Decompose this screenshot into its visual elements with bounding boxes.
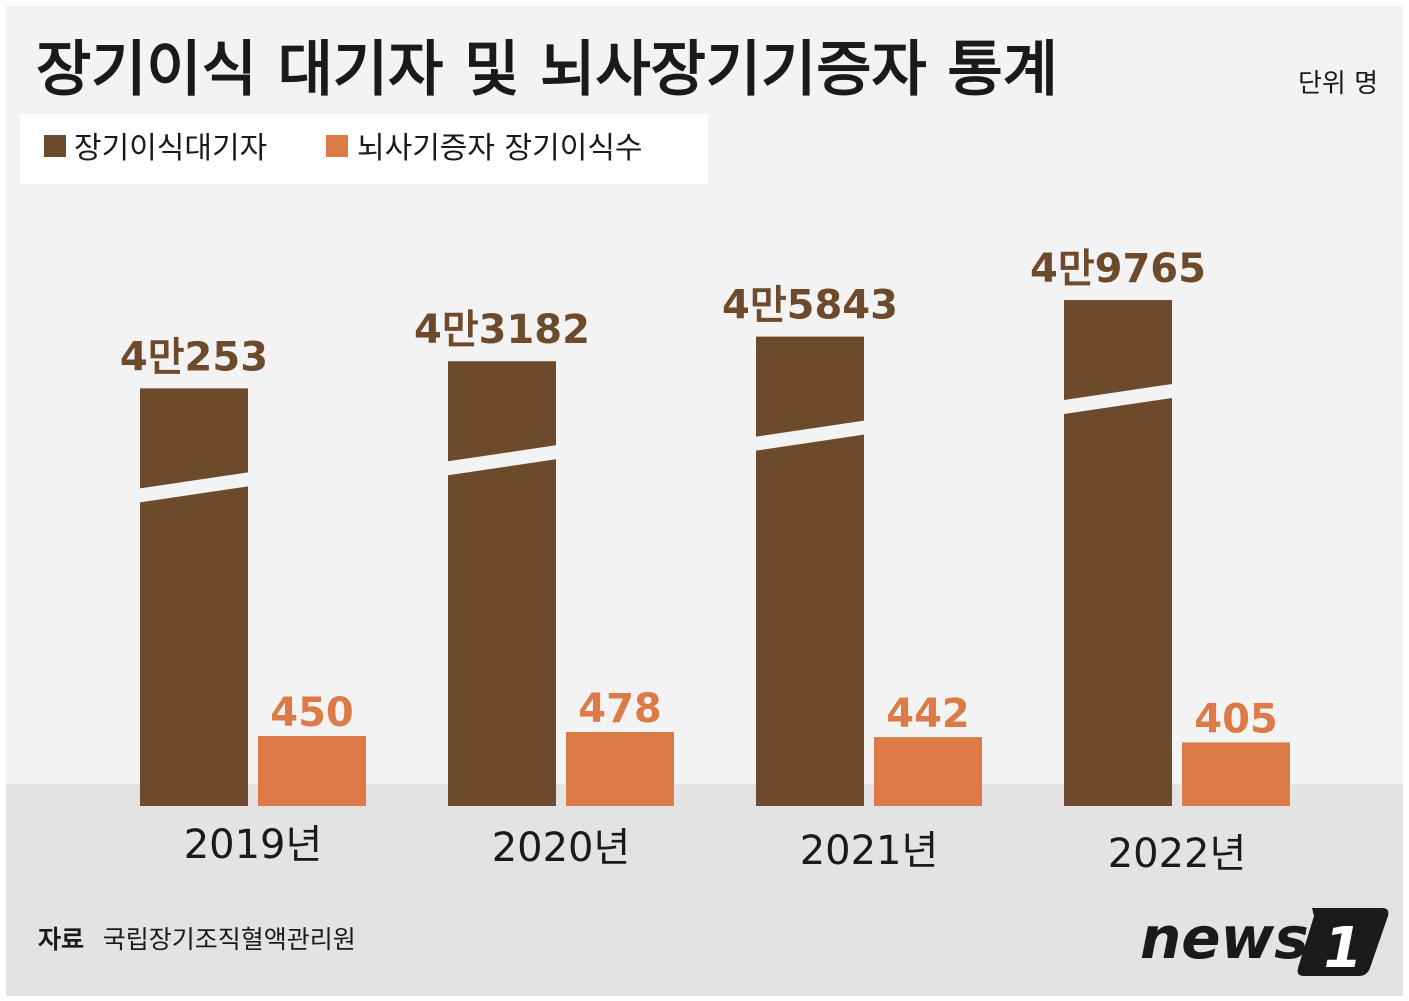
waiting-bar xyxy=(1064,299,1172,806)
transplant-value-label: 478 xyxy=(578,686,662,732)
logo-text: news xyxy=(1140,904,1309,972)
waiting-value-label: 4만9765 xyxy=(1030,246,1206,292)
category-label: 2020년 xyxy=(492,825,631,871)
waiting-bar-lower xyxy=(140,486,248,806)
legend-label-waiting: 장기이식대기자 xyxy=(74,131,267,166)
transplant-value-label: 442 xyxy=(886,691,970,737)
waiting-value-label: 4만5843 xyxy=(722,283,898,329)
chart-title: 장기이식 대기자 및 뇌사장기기증자 통계 xyxy=(36,35,1058,105)
transplant-value-label: 450 xyxy=(270,690,354,736)
label-layer: 4만253 450 2019년 4만3182 478 2020년 4만5843 442 2021… xyxy=(120,246,1278,877)
transplant-bar xyxy=(874,737,982,806)
bar-layer xyxy=(140,299,1290,806)
logo-badge xyxy=(1297,908,1389,976)
category-label: 2021년 xyxy=(800,828,939,874)
waiting-value-label: 4만3182 xyxy=(414,307,590,353)
legend-box xyxy=(20,114,708,184)
unit-label: 단위 명 xyxy=(1298,69,1378,99)
category-label: 2022년 xyxy=(1108,831,1247,877)
waiting-bar-lower xyxy=(1064,397,1172,806)
source-prefix: 자료 xyxy=(38,925,84,954)
waiting-bar-lower xyxy=(756,434,864,806)
waiting-bar-upper xyxy=(756,336,864,437)
transplant-bar xyxy=(258,735,366,806)
logo-mark: 1 xyxy=(1324,916,1363,981)
waiting-bar-lower xyxy=(448,459,556,806)
source-text: 국립장기조직혈액관리원 xyxy=(103,925,356,954)
waiting-bar-upper xyxy=(1064,299,1172,400)
category-label: 2019년 xyxy=(184,822,323,868)
waiting-value-label: 4만253 xyxy=(120,334,268,380)
waiting-bar xyxy=(140,388,248,806)
news1-logo: news 1 xyxy=(1140,904,1389,981)
legend-label-transplant: 뇌사기증자 장기이식수 xyxy=(357,131,643,166)
waiting-bar xyxy=(756,336,864,806)
legend: 장기이식대기자 뇌사기증자 장기이식수 xyxy=(44,131,643,166)
waiting-bar xyxy=(448,361,556,806)
waiting-bar-upper xyxy=(140,388,248,489)
waiting-bar-upper xyxy=(448,361,556,462)
transplant-bar xyxy=(566,732,674,806)
legend-swatch-transplant xyxy=(326,135,348,157)
legend-swatch-waiting xyxy=(44,135,66,157)
chart-floor xyxy=(6,784,1403,996)
source-label: 자료 국립장기조직혈액관리원 xyxy=(38,925,356,954)
transplant-bar xyxy=(1182,742,1290,806)
transplant-value-label: 405 xyxy=(1194,696,1278,742)
